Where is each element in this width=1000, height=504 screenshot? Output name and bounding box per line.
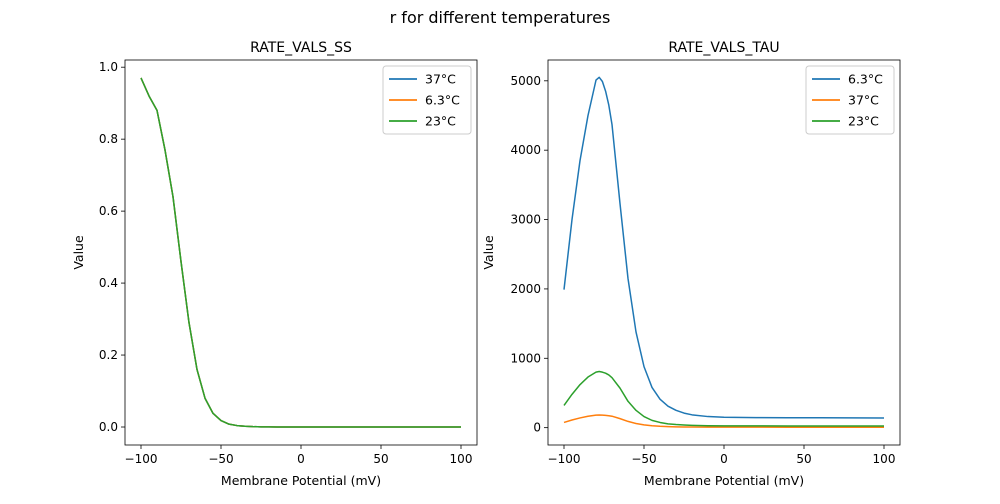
legend-label-2: 37°C	[848, 93, 879, 108]
y-tick-label: 0.8	[99, 132, 118, 146]
figure-suptitle: r for different temperatures	[390, 8, 611, 27]
y-tick-label: 0.6	[99, 204, 118, 218]
y-tick-label: 0.4	[99, 276, 118, 290]
x-tick-label: 0	[720, 452, 728, 466]
y-tick-label: 5000	[510, 74, 541, 88]
x-tick-label: 100	[450, 452, 473, 466]
y-tick-label: 1.0	[99, 60, 118, 74]
series-line-3	[140, 77, 461, 428]
subplot-title: RATE_VALS_TAU	[668, 40, 779, 56]
y-tick-label: 0.0	[99, 420, 118, 434]
x-tick-label: 100	[873, 452, 896, 466]
x-tick-label: −100	[548, 452, 581, 466]
x-tick-label: −100	[125, 452, 158, 466]
legend-label-1: 6.3°C	[848, 72, 883, 87]
legend-label-1: 37°C	[425, 72, 456, 87]
x-tick-label: 50	[373, 452, 388, 466]
y-tick-label: 3000	[510, 213, 541, 227]
y-tick-label: 0	[533, 421, 541, 435]
subplot-2: −100 −50 0 50 100010002000300040005000RATE_V…	[481, 40, 901, 488]
x-axis-label: Membrane Potential (mV)	[644, 473, 804, 488]
subplot-title: RATE_VALS_SS	[250, 40, 352, 56]
legend-label-2: 6.3°C	[425, 93, 460, 108]
x-tick-label: −50	[631, 452, 656, 466]
legend-label-3: 23°C	[425, 114, 456, 129]
y-tick-label: 4000	[510, 143, 541, 157]
x-axis-label: Membrane Potential (mV)	[221, 473, 381, 488]
x-tick-label: −50	[208, 452, 233, 466]
legend: 6.3°C 37°C 23°C	[805, 65, 895, 135]
legend-box	[382, 65, 472, 135]
series-line-3	[563, 370, 884, 427]
y-tick-label: 0.2	[99, 348, 118, 362]
y-tick-label: 2000	[510, 282, 541, 296]
y-axis-label: Value	[481, 235, 496, 270]
y-tick-label: 1000	[510, 351, 541, 365]
series-line-2	[563, 414, 884, 428]
x-tick-label: 0	[297, 452, 305, 466]
legend-label-3: 23°C	[848, 114, 879, 129]
x-tick-label: 50	[796, 452, 811, 466]
subplot-1: −100 −50 0 50 100 0.0 0.2 0.4 0.6 0.8 1.0 RATE_VALS…	[71, 40, 478, 488]
series-line-1	[563, 76, 885, 419]
legend-box	[805, 65, 895, 135]
legend: 37°C 6.3°C 23°C	[382, 65, 472, 135]
y-axis-label: Value	[71, 235, 86, 270]
